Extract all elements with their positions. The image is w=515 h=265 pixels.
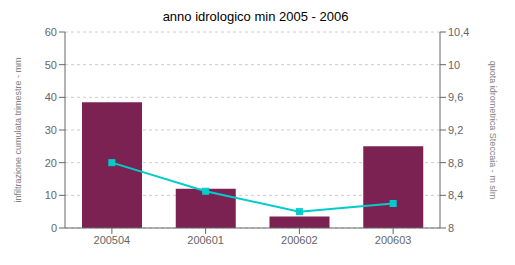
svg-text:0: 0 bbox=[51, 222, 57, 234]
svg-text:quota idrometrica Steccaia - m: quota idrometrica Steccaia - m slm bbox=[488, 61, 498, 200]
svg-text:50: 50 bbox=[45, 59, 57, 71]
svg-text:30: 30 bbox=[45, 124, 57, 136]
svg-text:200603: 200603 bbox=[375, 234, 412, 246]
svg-text:8,8: 8,8 bbox=[448, 157, 463, 169]
svg-text:60: 60 bbox=[45, 26, 57, 38]
svg-text:200601: 200601 bbox=[187, 234, 224, 246]
svg-text:200504: 200504 bbox=[94, 234, 131, 246]
svg-text:40: 40 bbox=[45, 91, 57, 103]
svg-text:10: 10 bbox=[45, 189, 57, 201]
svg-text:infiltrazione cumulata trimest: infiltrazione cumulata trimestre - mm bbox=[13, 57, 23, 202]
html-text:anno idrologico min 2005 - 200: anno idrologico min 2005 - 2006 bbox=[162, 9, 349, 24]
svg-text:20: 20 bbox=[45, 157, 57, 169]
svg-text:9,2: 9,2 bbox=[448, 124, 463, 136]
svg-text:200602: 200602 bbox=[281, 234, 318, 246]
svg-text:9,6: 9,6 bbox=[448, 91, 463, 103]
svg-text:8: 8 bbox=[448, 222, 454, 234]
svg-text:10,4: 10,4 bbox=[448, 26, 469, 38]
svg-text:8,4: 8,4 bbox=[448, 189, 463, 201]
svg-text:10: 10 bbox=[448, 59, 460, 71]
